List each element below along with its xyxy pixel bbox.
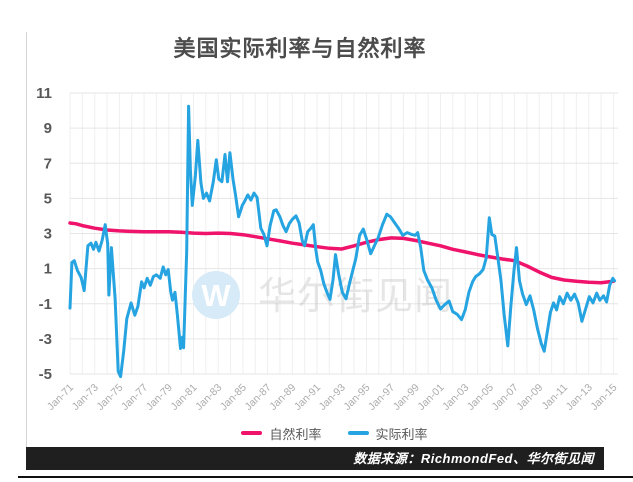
x-tick-label: Jan-97 — [366, 382, 397, 413]
y-tick-label: 9 — [44, 120, 52, 137]
x-tick-label: Jan-95 — [341, 382, 372, 413]
y-tick-label: -1 — [39, 296, 52, 313]
x-tick-label: Jan-77 — [119, 382, 150, 413]
y-tick-label: 3 — [44, 226, 52, 243]
watermark-logo-icon — [192, 271, 240, 319]
x-tick-label: Jan-91 — [292, 382, 323, 413]
chart-legend: 自然利率 实际利率 — [36, 424, 633, 442]
watermark-text: 华尔街见闻 — [258, 276, 453, 318]
x-tick-label: Jan-87 — [243, 382, 274, 413]
horizontal-gridlines — [70, 92, 618, 375]
x-tick-label: Jan-71 — [45, 382, 76, 413]
y-tick-label: 11 — [36, 85, 52, 102]
y-axis-labels: 11 9 7 5 3 1 -1 -3 -5 — [36, 85, 52, 383]
x-tick-label: Jan-09 — [514, 382, 545, 413]
data-source-text: 数据来源：RichmondFed、华尔街见闻 — [353, 451, 594, 466]
y-tick-label: -3 — [39, 331, 52, 348]
bottom-divider — [18, 476, 633, 478]
y-tick-label: 1 — [44, 261, 52, 278]
y-tick-label: 5 — [44, 190, 52, 207]
x-tick-label: Jan-15 — [588, 382, 619, 413]
x-tick-label: Jan-79 — [144, 382, 175, 413]
real-rate-line — [68, 104, 617, 379]
legend-item-natural-rate[interactable]: 自然利率 — [241, 424, 322, 443]
chart-title: 美国实际利率与自然利率 — [173, 36, 427, 61]
x-tick-label: Jan-07 — [490, 382, 521, 413]
data-source-bar: 数据来源：RichmondFed、华尔街见闻 — [26, 447, 604, 470]
watermark-w-letter: W — [201, 278, 231, 313]
legend-item-real-rate[interactable]: 实际利率 — [347, 424, 428, 443]
x-tick-label: Jan-73 — [70, 382, 101, 413]
x-tick-label: Jan-05 — [465, 382, 496, 413]
legend-label-real-rate: 实际利率 — [375, 426, 428, 442]
natural-rate-line — [68, 221, 616, 285]
left-frame-line — [26, 32, 27, 447]
legend-label-natural-rate: 自然利率 — [269, 426, 322, 442]
watermark: W 华尔街见闻 — [192, 271, 453, 319]
x-tick-label: Jan-99 — [391, 382, 422, 413]
y-tick-label: -5 — [39, 366, 52, 383]
natural-rate-swatch-icon — [241, 431, 263, 435]
x-tick-label: Jan-13 — [564, 382, 595, 413]
x-tick-label: Jan-81 — [168, 382, 199, 413]
x-tick-label: Jan-01 — [415, 382, 446, 413]
x-tick-label: Jan-93 — [317, 382, 348, 413]
x-tick-label: Jan-03 — [440, 382, 471, 413]
y-tick-label: 7 — [44, 155, 52, 172]
x-tick-label: Jan-83 — [193, 382, 224, 413]
x-axis-labels: Jan-71Jan-73Jan-75Jan-77Jan-79Jan-81Jan-… — [45, 382, 620, 413]
x-tick-label: Jan-75 — [94, 382, 125, 413]
x-tick-label: Jan-85 — [218, 382, 249, 413]
real-rate-swatch-icon — [347, 431, 369, 435]
x-tick-label: Jan-89 — [267, 382, 298, 413]
